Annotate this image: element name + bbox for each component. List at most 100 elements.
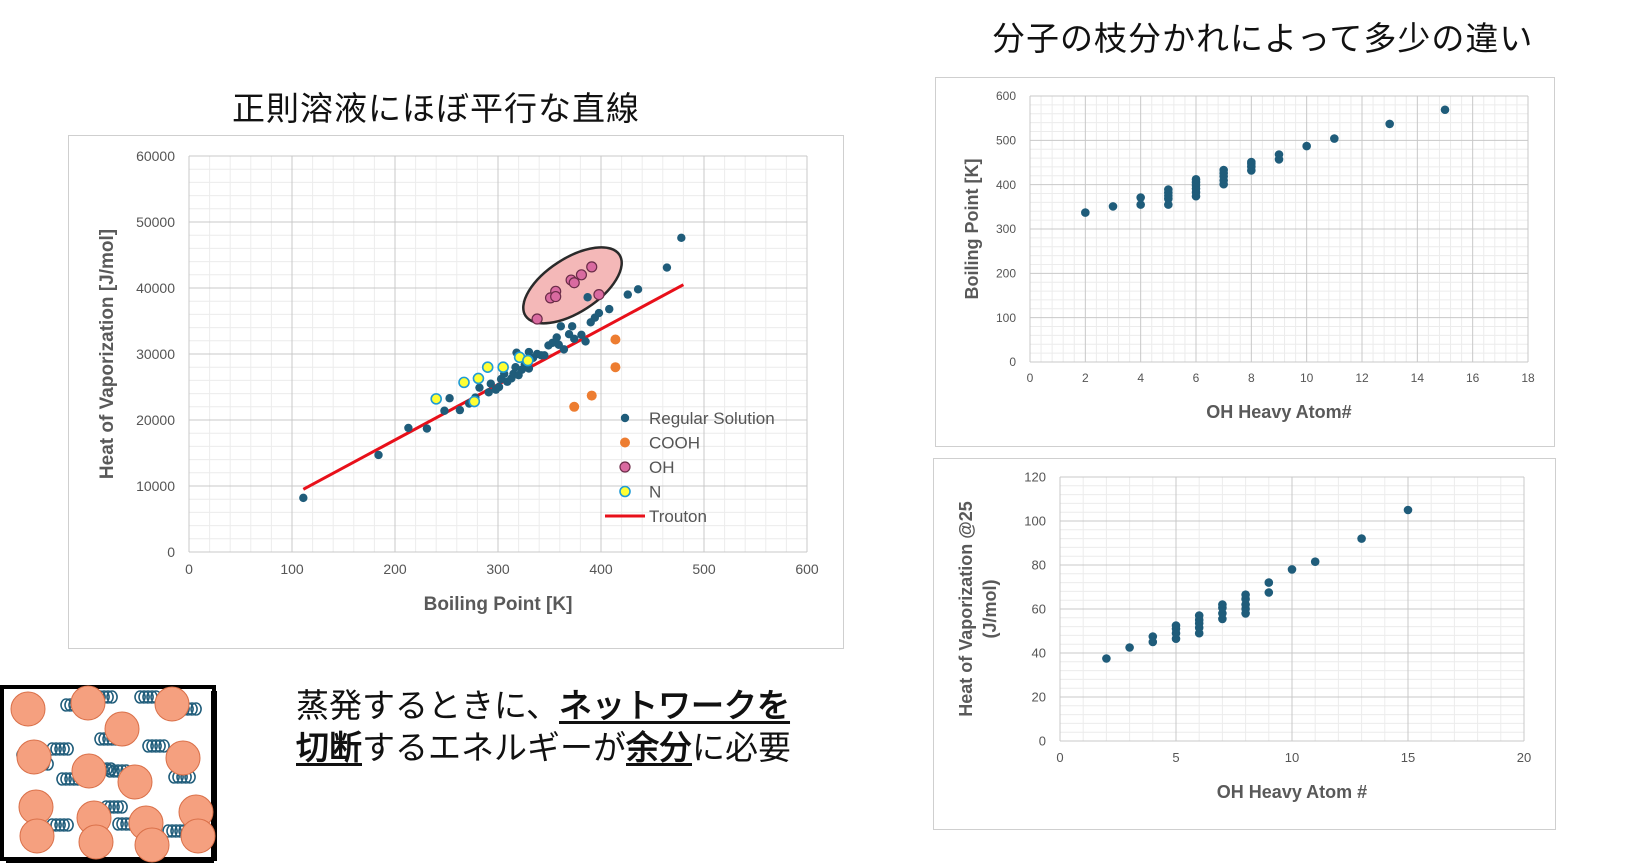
x-tick-label: 10 (1300, 371, 1314, 385)
y-tick-label: 40000 (136, 280, 175, 296)
molecule-sphere (104, 711, 140, 747)
annotation-text: 蒸発するときに、 (296, 686, 560, 725)
annotation-emphasis: 切断 (296, 728, 362, 767)
annotation-emphasis: 余分 (626, 728, 692, 767)
regular-solution-point (486, 379, 495, 388)
hv-chart-frame: 0 5 10 15 20 0 20 40 60 80 100 120 OH Heavy Atom # He… (933, 458, 1556, 830)
y-tick-label: 200 (996, 267, 1016, 281)
x-tick-label: 18 (1521, 371, 1535, 385)
spring-bond (56, 772, 84, 786)
x-tick-label: 500 (692, 561, 716, 577)
data-point (1136, 200, 1145, 209)
regular-solution-point (374, 450, 383, 460)
y-tick-label: 600 (996, 89, 1016, 103)
regular-solution-point (540, 351, 549, 360)
y-tick-label: 120 (1024, 470, 1046, 485)
cooh-point (610, 334, 621, 345)
y-tick-label: 60 (1032, 602, 1046, 617)
data-point (1108, 202, 1118, 211)
data-point (1302, 141, 1311, 151)
x-tick-label: 100 (280, 561, 304, 577)
molecule-sphere (165, 740, 201, 776)
data-point (1191, 175, 1201, 184)
data-point (1385, 119, 1394, 129)
regular-solution-point (440, 406, 449, 415)
left-slide-title: 正則溶液にほぼ平行な直線 (232, 89, 640, 128)
data-point (1247, 157, 1256, 167)
legend-label: Regular Solution (649, 409, 775, 428)
y-tick-label: 40 (1032, 646, 1046, 661)
y-tick-label: 60000 (136, 148, 175, 164)
annotation-text: に必要 (692, 728, 791, 767)
data-point (1440, 105, 1450, 115)
x-tick-label: 8 (1248, 371, 1255, 385)
molecule-sphere (154, 686, 190, 722)
regular-solution-point (524, 364, 534, 373)
spring-bond (46, 742, 74, 756)
data-point (1357, 534, 1366, 543)
y-axis-title: (J/mol) (980, 579, 1000, 638)
data-point (1218, 600, 1227, 609)
molecule-sphere (10, 691, 46, 727)
data-point (1171, 621, 1181, 630)
data-point (1102, 654, 1111, 663)
regular-solution-point (494, 382, 504, 392)
x-tick-label: 20 (1517, 750, 1531, 765)
regular-solution-point (570, 334, 579, 344)
y-tick-label: 100 (996, 311, 1016, 325)
x-tick-label: 4 (1137, 371, 1144, 385)
n-point (458, 376, 470, 389)
x-tick-label: 5 (1172, 750, 1179, 765)
molecule-sphere (180, 818, 216, 854)
molecule-sphere (71, 753, 107, 789)
x-tick-label: 2 (1082, 371, 1089, 385)
data-point (1330, 134, 1339, 143)
y-tick-label: 20 (1032, 690, 1046, 705)
spring-bond (100, 800, 128, 814)
x-tick-label: 300 (486, 561, 510, 577)
x-tick-label: 0 (1056, 750, 1063, 765)
y-tick-label: 300 (996, 222, 1016, 236)
regular-solution-point (475, 383, 484, 392)
x-axis-title: OH Heavy Atom # (1217, 782, 1367, 802)
spring-bond (142, 739, 170, 753)
data-point (1219, 165, 1228, 175)
x-tick-label: 15 (1401, 750, 1415, 765)
molecule-sphere (16, 739, 52, 775)
n-point (472, 372, 485, 385)
regular-solution-point (422, 424, 432, 433)
legend-label: N (649, 483, 661, 502)
regular-solution-point (559, 345, 569, 354)
y-tick-label: 30000 (136, 346, 175, 362)
data-point (1164, 185, 1173, 194)
regular-solution-point (633, 285, 643, 294)
oh-point (593, 289, 605, 301)
regular-solution-point (484, 388, 493, 397)
data-point (1274, 150, 1284, 159)
data-point (1241, 590, 1250, 599)
regular-solution-point (605, 304, 614, 314)
molecule-sphere (19, 818, 55, 854)
data-point (1194, 611, 1204, 620)
spring-bond (46, 818, 74, 832)
right-slide-title: 分子の枝分かれによって多少の違い (992, 19, 1534, 58)
legend-marker-regular (620, 413, 630, 423)
x-tick-label: 0 (1027, 371, 1034, 385)
regular-solution-point (552, 333, 561, 342)
regular-solution-point (677, 233, 686, 243)
annotation-line-1: 蒸発するときに、ネットワークを (296, 686, 790, 726)
molecule-sphere (134, 827, 170, 863)
n-point (497, 361, 509, 373)
n-point (430, 393, 443, 405)
molecule-sphere (78, 824, 114, 860)
x-tick-label: 600 (795, 561, 819, 577)
oh-point (550, 290, 562, 303)
data-point (1264, 578, 1274, 587)
legend-marker-cooh (620, 437, 630, 448)
y-tick-label: 80 (1032, 558, 1046, 573)
bp-chart-frame: 0 2 4 6 8 10 12 14 16 18 0 100 200 300 400 500 600 OH Hea… (935, 77, 1555, 447)
y-tick-label: 0 (1009, 355, 1016, 369)
molecule-network-illustration (0, 685, 226, 864)
legend-label: COOH (649, 434, 700, 453)
n-point (468, 395, 481, 408)
